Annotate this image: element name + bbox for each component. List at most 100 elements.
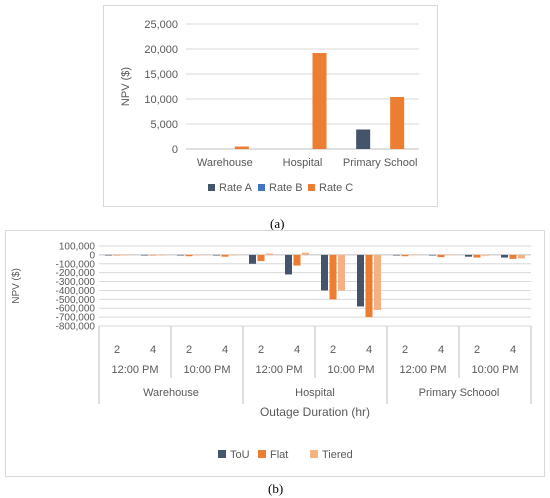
chart-panel-b: 100,000 0 -100,000 -200,000 -300,000 -400,000… [5,230,545,477]
bar [177,254,184,256]
chart-b-svg: 100,0000-100,000-200,000-300,000-400,000… [11,242,532,461]
time-group-label: 10:00 PM [471,364,518,376]
bar [185,254,193,257]
x-tick-label: Hospital [283,157,323,169]
x-tick-label: Primary School [343,157,418,169]
legend-label: Tiered [322,449,353,461]
bar [105,254,112,256]
bar [365,254,373,318]
legend-swatch [310,450,318,458]
bar [473,254,481,258]
bar [374,254,381,310]
bar [509,254,517,259]
bar [429,254,436,256]
bar [465,254,472,257]
bar [390,97,405,149]
bar [266,253,273,255]
chart-panel-a: 0 5,000 10,000 15,000 20,000 25,000 NPV ($) War… [103,5,438,207]
facility-group-label: Primary Schoool [419,387,500,399]
bar [285,254,292,275]
legend-swatch [218,450,226,458]
chart-a-svg: 0 5,000 10,000 15,000 20,000 25,000 NPV ($) War… [120,19,419,194]
y-tick-label: -200,000 [56,268,96,279]
x-tick-label: Warehouse [197,157,253,169]
x-tick-label: 2 [258,344,264,356]
legend-label: Rate B [269,182,303,194]
y-tick-label: -800,000 [56,322,96,333]
bar [257,254,265,262]
y-tick-label: 20,000 [144,44,178,56]
x-tick-label: 4 [438,344,444,356]
x-tick-label: 4 [222,344,228,356]
time-group-label: 12:00 PM [255,364,302,376]
legend-label: Flat [270,449,288,461]
y-tick-label: 25,000 [144,19,178,31]
y-tick-label: -100,000 [56,259,96,270]
bar [518,254,525,259]
bar [293,254,301,266]
y-axis-title: NPV ($) [120,67,132,106]
bar [321,254,328,291]
caption-b: (b) [268,481,284,496]
x-tick-label: 4 [366,344,372,356]
bar [141,254,148,256]
bar [149,254,157,256]
bar [302,252,309,255]
bar [393,254,400,256]
bar [338,254,345,291]
bar [194,254,201,256]
bar [213,254,220,256]
y-tick-label: -300,000 [56,277,96,288]
x-axis-title: Outage Duration (hr) [260,405,370,419]
legend-label: ToU [230,449,250,461]
y-tick-label: 10,000 [144,94,178,106]
bar [249,254,256,264]
x-tick-label: 4 [510,344,516,356]
y-tick-label: -400,000 [56,286,96,297]
facility-group-label: Warehouse [143,387,199,399]
bar [401,254,409,257]
y-tick-label: -500,000 [56,295,96,306]
legend-swatch [258,450,266,458]
legend-swatch [208,184,215,191]
bar [446,254,453,256]
caption-a: (a) [270,216,285,231]
time-group-label: 12:00 PM [111,364,158,376]
y-axis-title: NPV ($) [11,268,22,304]
x-tick-label: 2 [114,344,120,356]
bar [230,254,237,256]
y-tick-label: 100,000 [59,242,96,253]
bar [482,254,489,256]
bar [437,254,445,258]
bar [234,146,249,149]
x-tick-label: 2 [474,344,480,356]
bar [312,53,327,149]
time-group-label: 10:00 PM [327,364,374,376]
bar [113,254,121,256]
x-tick-label: 4 [150,344,156,356]
legend-label: Rate A [219,182,253,194]
y-tick-label: 5,000 [150,119,178,131]
y-tick-label: 0 [89,250,95,261]
legend-swatch [258,184,265,191]
x-tick-label: 2 [330,344,336,356]
bar [329,254,337,300]
bar [158,254,165,256]
legend-label: Rate C [319,182,353,194]
facility-group-label: Hospital [295,387,335,399]
bar [122,254,129,256]
y-tick-label: -700,000 [56,313,96,324]
bar [357,254,364,307]
x-tick-label: 2 [186,344,192,356]
y-tick-label: 0 [172,144,178,156]
bar [501,254,508,258]
time-group-label: 12:00 PM [399,364,446,376]
time-group-label: 10:00 PM [183,364,230,376]
x-tick-label: 2 [402,344,408,356]
legend-swatch [308,184,315,191]
y-tick-label: -600,000 [56,304,96,315]
x-tick-label: 4 [294,344,300,356]
bar [221,254,229,257]
y-tick-label: 15,000 [144,69,178,81]
bar [410,254,417,256]
